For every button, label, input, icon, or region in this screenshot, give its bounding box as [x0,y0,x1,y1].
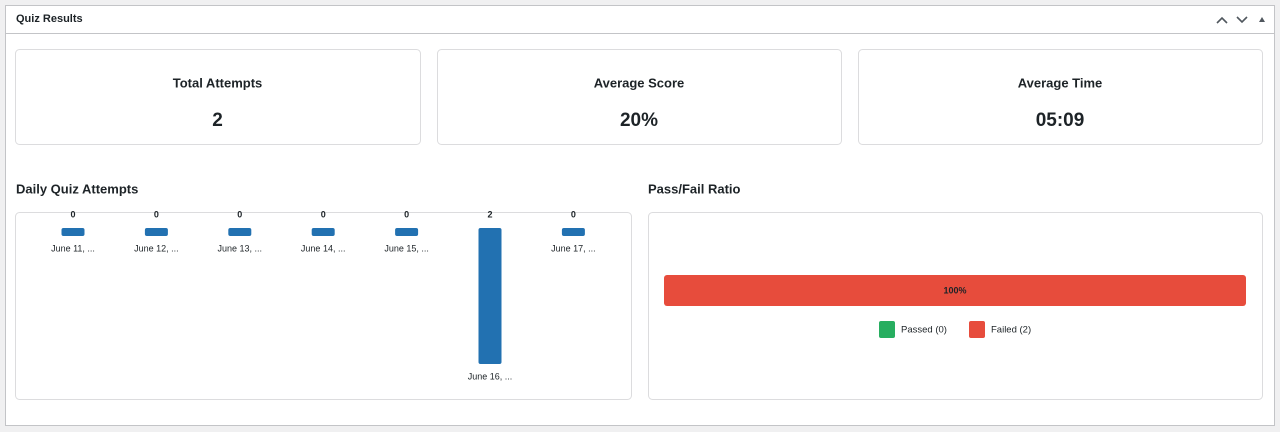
stat-card [15,49,421,145]
widget-title: Quiz Results [16,13,83,25]
legend-swatch [969,321,985,338]
toggle-button[interactable] [1259,17,1265,22]
bar [478,228,502,364]
stat-card [858,49,1263,145]
x-tick-label: June 13, ... [218,243,263,253]
x-tick-label: June 15, ... [384,243,429,253]
stat-card [437,49,842,145]
value-label: 0 [154,209,159,219]
bar [228,228,252,236]
stat-label: Average Time [1018,75,1103,90]
stat-value: 20% [620,110,658,131]
value-label: 0 [404,209,409,219]
segment-label: 100% [943,285,966,295]
section-title: Pass/Fail Ratio [648,181,741,196]
stat-value: 05:09 [1036,110,1085,131]
chart-box [15,212,632,400]
bar [561,228,585,236]
bar [144,228,168,236]
bar [311,228,335,236]
section-title: Daily Quiz Attempts [16,181,138,196]
move-up-button[interactable] [1216,16,1228,24]
x-tick-label: June 17, ... [551,243,596,253]
stat-label: Average Score [594,75,685,90]
stat-label: Total Attempts [173,75,263,90]
stat-value: 2 [212,110,223,131]
legend-label: Failed (2) [991,325,1031,336]
value-label: 2 [487,209,492,219]
x-tick-label: June 16, ... [468,371,513,381]
x-tick-label: June 12, ... [134,243,179,253]
legend-swatch [879,321,895,338]
bar [395,228,419,236]
move-down-button[interactable] [1236,16,1248,24]
legend-label: Passed (0) [901,325,947,336]
x-tick-label: June 11, ... [51,243,95,253]
ratio-segment [664,275,1246,306]
value-label: 0 [237,209,242,219]
value-label: 0 [321,209,326,219]
value-label: 0 [70,209,75,219]
x-tick-label: June 14, ... [301,243,346,253]
bar [61,228,85,236]
value-label: 0 [571,209,576,219]
